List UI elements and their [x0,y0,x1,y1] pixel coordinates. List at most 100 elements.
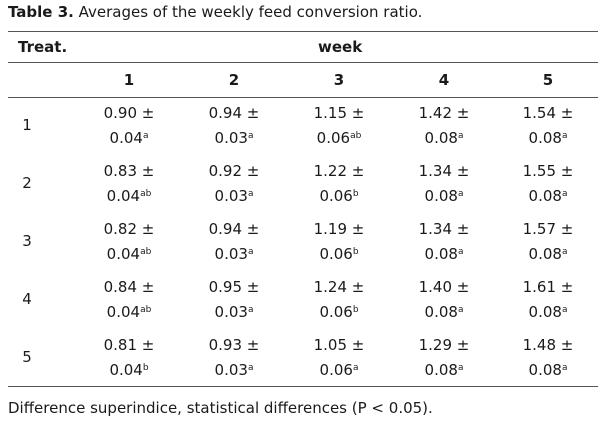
table-cell: 1.15 ± 0.06ab [289,103,389,149]
cell-superscript: a [561,363,568,373]
cell-se-line: 0.06b [289,186,389,207]
cell-mean: 1.48 ± [522,336,574,354]
cell-se-line: 0.08a [394,128,494,149]
cell-superscript: a [561,305,568,315]
cell-se-line: 0.04ab [79,302,179,323]
cell-se: 0.04 [109,129,143,147]
row-treat-label: 5 [22,348,32,366]
cell-mean: 1.34 ± [418,162,470,180]
cell-superscript: b [352,305,359,315]
week-3-header: 3 [333,71,345,89]
table-caption: Table 3. Averages of the weekly feed con… [8,2,422,22]
cell-superscript: b [352,247,359,257]
table-cell: 0.93 ± 0.03a [184,335,284,381]
cell-superscript: a [457,189,464,199]
table-cell: 1.19 ± 0.06b [289,219,389,265]
cell-se: 0.08 [528,187,562,205]
cell-superscript: a [457,363,464,373]
cell-se: 0.08 [424,187,458,205]
cell-superscript: a [352,363,359,373]
table-cell: 1.55 ± 0.08a [498,161,598,207]
cell-superscript: ab [140,247,152,257]
cell-se-line: 0.03a [184,128,284,149]
cell-se-line: 0.08a [394,244,494,265]
cell-se: 0.08 [528,245,562,263]
table-cell: 1.34 ± 0.08a [394,161,494,207]
table-cell: 1.24 ± 0.06b [289,277,389,323]
cell-se-line: 0.03a [184,360,284,381]
cell-mean: 1.22 ± [313,162,365,180]
cell-superscript: a [247,189,254,199]
cell-se-line: 0.03a [184,302,284,323]
cell-se: 0.03 [214,361,248,379]
cell-superscript: a [561,131,568,141]
cell-se: 0.06 [319,187,353,205]
cell-superscript: b [142,363,149,373]
cell-mean: 0.95 ± [208,278,260,296]
cell-mean: 1.15 ± [313,104,365,122]
cell-superscript: ab [350,131,362,141]
cell-se-line: 0.04a [79,128,179,149]
cell-mean: 0.83 ± [103,162,155,180]
cell-superscript: ab [140,189,152,199]
cell-mean: 0.81 ± [103,336,155,354]
cell-se-line: 0.04ab [79,186,179,207]
cell-mean: 1.24 ± [313,278,365,296]
cell-se-line: 0.06ab [289,128,389,149]
week-5-header: 5 [542,71,554,89]
table-cell: 1.40 ± 0.08a [394,277,494,323]
table-cell: 1.42 ± 0.08a [394,103,494,149]
cell-se-line: 0.06b [289,244,389,265]
cell-se: 0.08 [424,303,458,321]
cell-superscript: a [457,305,464,315]
cell-se-line: 0.08a [394,302,494,323]
cell-mean: 1.29 ± [418,336,470,354]
cell-se: 0.08 [424,129,458,147]
cell-se: 0.03 [214,303,248,321]
table-cell: 0.83 ± 0.04ab [79,161,179,207]
row-treat-label: 4 [22,290,32,308]
cell-se-line: 0.08a [498,360,598,381]
cell-se: 0.06 [319,245,353,263]
cell-mean: 1.34 ± [418,220,470,238]
table-cell: 1.61 ± 0.08a [498,277,598,323]
table-cell: 0.95 ± 0.03a [184,277,284,323]
cell-se: 0.06 [319,303,353,321]
cell-se-line: 0.08a [498,302,598,323]
cell-superscript: a [457,131,464,141]
cell-superscript: b [352,189,359,199]
table-cell: 1.54 ± 0.08a [498,103,598,149]
row-treat-label: 1 [22,116,32,134]
cell-se-line: 0.08a [498,128,598,149]
week-header: week [318,38,363,56]
cell-se: 0.04 [106,245,141,263]
table-cell: 1.48 ± 0.08a [498,335,598,381]
cell-superscript: a [247,131,254,141]
cell-superscript: a [457,247,464,257]
cell-se: 0.06 [319,361,353,379]
cell-se-line: 0.08a [498,244,598,265]
cell-se-line: 0.06a [289,360,389,381]
header-rule [8,97,598,98]
cell-se: 0.03 [214,187,248,205]
cell-mean: 1.42 ± [418,104,470,122]
cell-se: 0.03 [214,129,248,147]
cell-mean: 1.19 ± [313,220,365,238]
bottom-rule [8,386,598,387]
cell-superscript: a [247,363,254,373]
cell-se: 0.08 [424,245,458,263]
cell-se: 0.08 [528,361,562,379]
cell-mean: 0.84 ± [103,278,155,296]
table-cell: 0.82 ± 0.04ab [79,219,179,265]
cell-mean: 0.90 ± [103,104,155,122]
cell-mean: 0.93 ± [208,336,260,354]
table-cell: 1.57 ± 0.08a [498,219,598,265]
cell-se-line: 0.03a [184,244,284,265]
cell-mean: 1.57 ± [522,220,574,238]
cell-mean: 1.40 ± [418,278,470,296]
cell-mean: 1.05 ± [313,336,365,354]
cell-mean: 1.61 ± [522,278,574,296]
cell-se-line: 0.08a [394,360,494,381]
week-1-header: 1 [123,71,135,89]
table-footnote: Difference superindice, statistical diff… [8,399,433,417]
